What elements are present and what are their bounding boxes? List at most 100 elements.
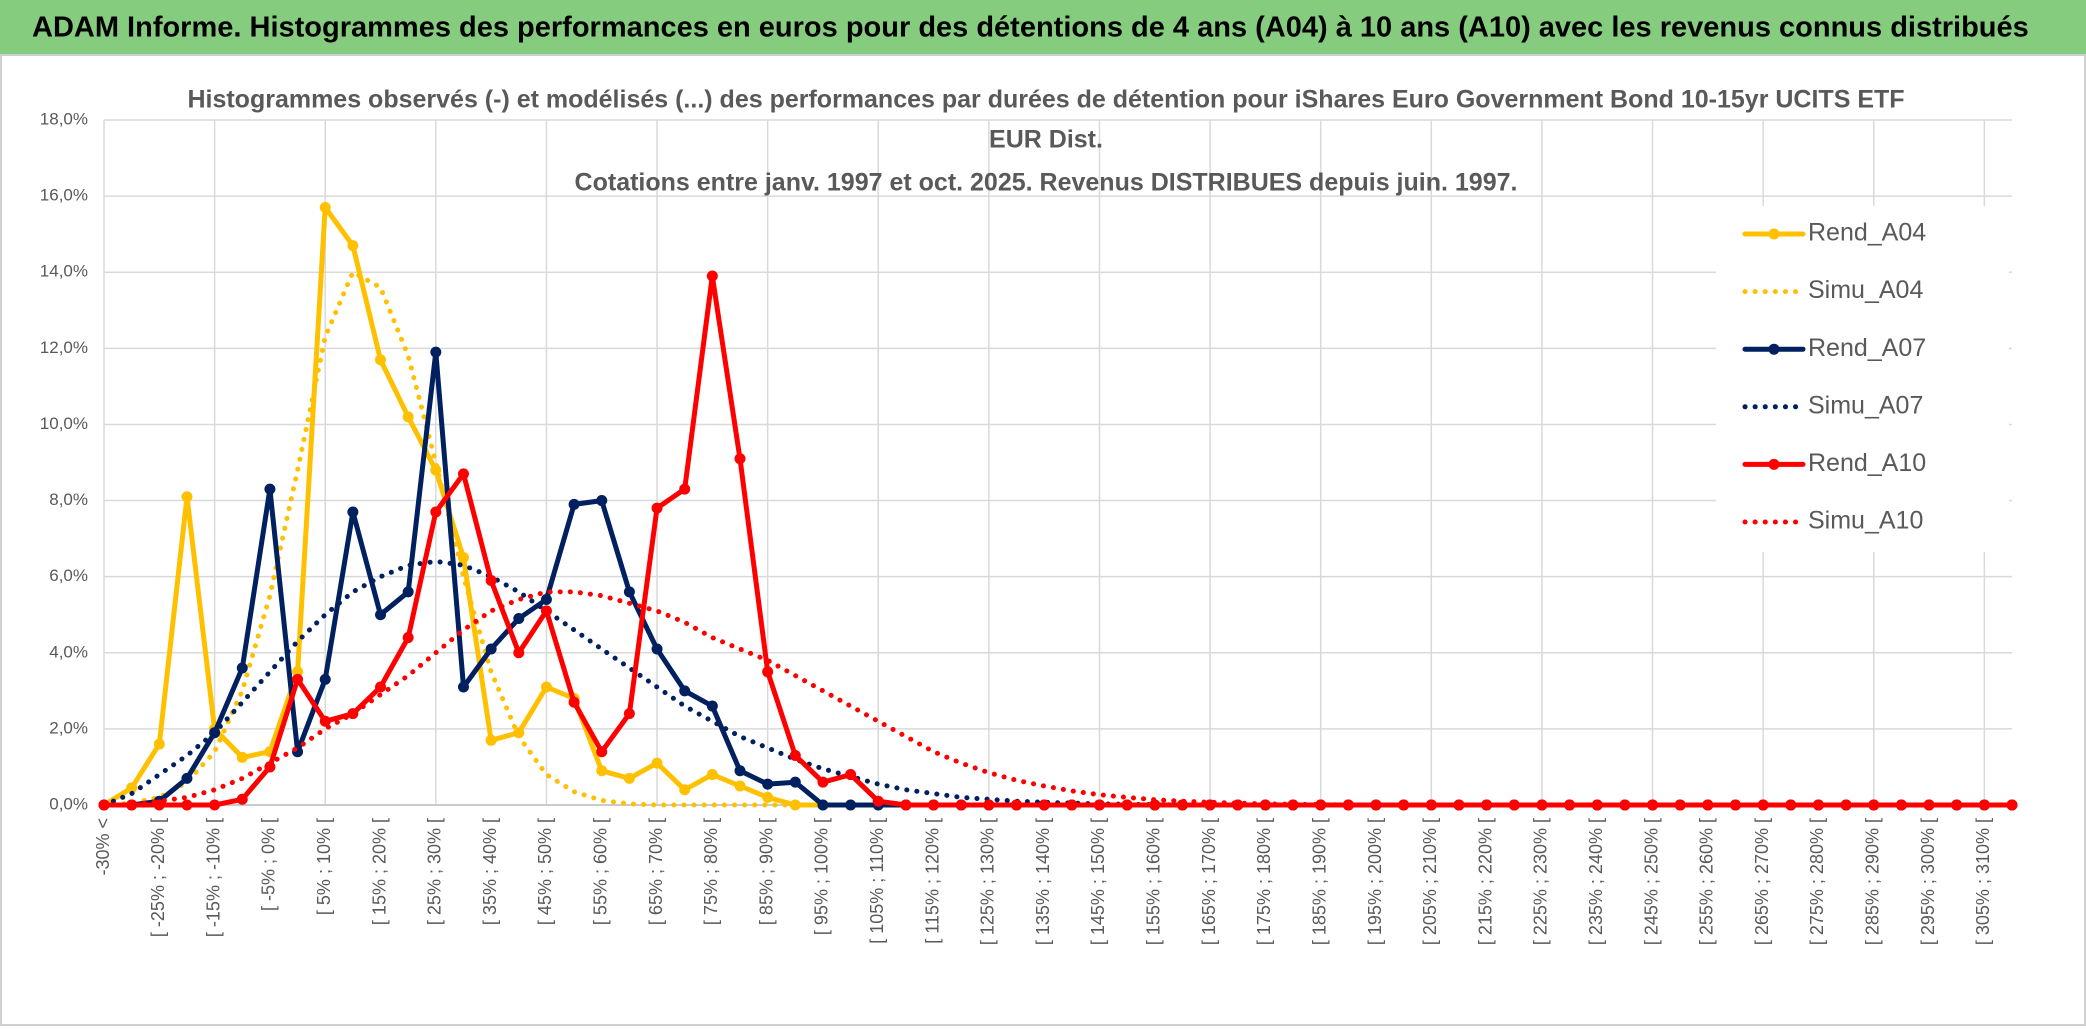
point <box>1868 799 1880 811</box>
point <box>236 662 248 674</box>
point <box>872 795 884 807</box>
point <box>375 681 387 693</box>
point <box>485 574 497 586</box>
y-tick-label: 2,0% <box>49 718 88 737</box>
point <box>181 772 193 784</box>
point <box>845 769 857 781</box>
point <box>1066 799 1078 811</box>
point <box>485 643 497 655</box>
point <box>236 793 248 805</box>
x-tick-label: [ 125% ; 130% [ <box>978 818 998 945</box>
x-tick-label: [ 145% ; 150% [ <box>1088 818 1108 945</box>
legend-label: Rend_A10 <box>1808 449 1926 477</box>
point <box>209 799 221 811</box>
legend-box <box>1716 206 2009 552</box>
point <box>1729 799 1741 811</box>
x-tick-label: [ 265% ; 270% [ <box>1752 818 1772 945</box>
point <box>1093 799 1105 811</box>
y-tick-label: 6,0% <box>49 566 88 585</box>
x-tick-label: [ 95% ; 100% [ <box>812 818 832 935</box>
point <box>762 791 774 803</box>
chart-title: Histogrammes observés (-) et modélisés (… <box>187 86 1904 114</box>
chart-title: EUR Dist. <box>989 126 1103 154</box>
point <box>513 647 525 659</box>
point <box>1011 799 1023 811</box>
point <box>1425 799 1437 811</box>
x-tick-label: [ 195% ; 200% [ <box>1365 818 1385 945</box>
point <box>485 734 497 746</box>
legend-label: Rend_A04 <box>1808 219 1926 247</box>
point <box>817 776 829 788</box>
point <box>679 483 691 495</box>
point <box>623 708 635 720</box>
point <box>596 746 608 758</box>
x-tick-label: [ 55% ; 60% [ <box>590 818 610 925</box>
point <box>651 502 663 514</box>
y-tick-label: 4,0% <box>49 642 88 661</box>
x-tick-label: [ -15% ; -10% [ <box>203 818 223 937</box>
x-tick-label: [ 25% ; 30% [ <box>425 818 445 925</box>
banner <box>0 0 2086 54</box>
point <box>596 495 608 507</box>
x-tick-label: [ -5% ; 0% [ <box>259 818 279 911</box>
point <box>540 594 552 605</box>
point <box>1038 799 1050 811</box>
point <box>568 498 580 510</box>
point <box>153 738 165 750</box>
point <box>983 799 995 811</box>
point <box>347 240 359 252</box>
point <box>1508 799 1520 811</box>
point <box>1757 799 1769 811</box>
point <box>319 202 331 214</box>
point <box>623 586 635 598</box>
point <box>347 506 359 518</box>
x-tick-label: [ 295% ; 300% [ <box>1918 818 1938 945</box>
point <box>264 483 276 495</box>
point <box>734 780 746 792</box>
point <box>679 784 691 796</box>
point <box>734 453 746 465</box>
page-title: ADAM Informe. Histogrammes des performan… <box>32 12 2029 44</box>
point <box>457 468 469 480</box>
point <box>955 799 967 811</box>
point <box>1342 799 1354 811</box>
point <box>1149 799 1161 811</box>
x-tick-label: [ 115% ; 120% [ <box>922 818 942 944</box>
x-tick-label: [ 255% ; 260% [ <box>1697 818 1717 945</box>
point <box>402 586 414 598</box>
point <box>706 270 718 282</box>
y-tick-label: 18,0% <box>40 109 88 128</box>
x-tick-label: [ 75% ; 80% [ <box>701 818 721 925</box>
x-tick-label: [ 305% ; 310% [ <box>1973 818 1993 945</box>
point <box>1619 799 1631 811</box>
point <box>1951 799 1963 811</box>
point <box>789 750 801 762</box>
point <box>845 799 857 811</box>
series-line <box>101 273 2015 808</box>
point <box>789 776 801 788</box>
x-tick-label: [ 65% ; 70% [ <box>646 818 666 925</box>
legend-marker <box>1768 228 1780 240</box>
point <box>292 673 304 685</box>
x-tick-label: [ 85% ; 90% [ <box>756 818 776 925</box>
y-tick-label: 10,0% <box>40 414 88 433</box>
x-tick-label: [ 135% ; 140% [ <box>1033 818 1053 945</box>
point <box>375 354 387 366</box>
point <box>568 696 580 708</box>
point <box>651 643 663 655</box>
point <box>762 778 774 790</box>
point <box>402 411 414 423</box>
x-tick-label: [ 15% ; 20% [ <box>369 818 389 925</box>
point <box>430 506 442 518</box>
point <box>817 799 829 811</box>
x-tick-label: [ 275% ; 280% [ <box>1807 818 1827 945</box>
point <box>181 491 193 503</box>
y-tick-label: 0,0% <box>49 794 88 813</box>
point <box>596 765 608 777</box>
point <box>706 700 718 712</box>
x-tick-label: [ 205% ; 210% [ <box>1420 818 1440 945</box>
point <box>236 751 248 763</box>
legend-label: Simu_A04 <box>1808 276 1923 304</box>
x-tick-label: [ 215% ; 220% [ <box>1475 818 1495 945</box>
